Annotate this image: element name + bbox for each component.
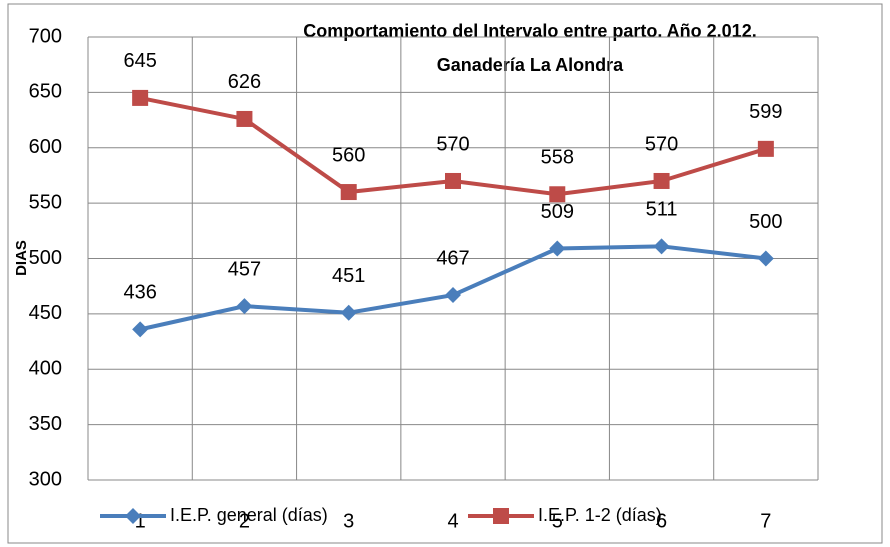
marker (757, 250, 774, 267)
marker (340, 304, 357, 321)
marker (549, 186, 566, 203)
data-label: 509 (541, 201, 574, 223)
data-label: 436 (123, 282, 156, 304)
x-tick-label: 4 (447, 510, 458, 532)
y-axis-label: DIAS (13, 240, 30, 276)
data-label: 467 (436, 247, 469, 269)
marker (132, 321, 149, 338)
data-label: 558 (541, 147, 574, 169)
y-tick-label: 400 (29, 358, 62, 380)
x-tick-label: 5 (552, 510, 563, 532)
data-label: 570 (645, 133, 678, 155)
x-tick-label: 1 (135, 510, 146, 532)
marker (549, 240, 566, 257)
marker (236, 298, 253, 315)
data-label: 451 (332, 265, 365, 287)
y-tick-label: 300 (29, 468, 62, 490)
y-tick-label: 700 (29, 25, 62, 47)
y-tick-label: 550 (29, 191, 62, 213)
marker (445, 172, 461, 189)
chart-frame (7, 3, 883, 544)
marker (125, 508, 141, 524)
chart-title: Comportamiento del Intervalo entre parto… (303, 21, 756, 41)
data-label: 511 (646, 199, 678, 221)
data-label: 599 (749, 101, 782, 123)
y-tick-label: 650 (29, 81, 62, 103)
marker (445, 287, 461, 304)
data-label: 560 (332, 144, 365, 166)
marker (493, 508, 509, 524)
marker (653, 172, 670, 189)
legend-label: I.E.P. general (días) (170, 505, 328, 525)
x-tick-label: 7 (760, 510, 771, 532)
y-tick-label: 500 (29, 247, 62, 269)
y-tick-label: 350 (29, 413, 62, 435)
x-tick-label: 3 (343, 510, 354, 532)
data-label: 626 (228, 71, 261, 93)
marker (132, 89, 149, 106)
data-label: 457 (228, 258, 261, 280)
data-label: 500 (749, 211, 782, 233)
y-tick-label: 450 (29, 302, 62, 324)
marker (653, 238, 670, 255)
marker (236, 110, 253, 127)
marker (757, 140, 774, 157)
chart-subtitle: Ganadería La Alondra (437, 55, 624, 75)
marker (340, 184, 357, 201)
legend-label: I.E.P. 1-2 (días) (538, 505, 662, 525)
data-label: 570 (436, 133, 469, 155)
x-tick-label: 2 (239, 510, 250, 532)
data-label: 645 (123, 50, 156, 72)
x-tick-label: 6 (656, 510, 667, 532)
grid (88, 36, 819, 481)
y-tick-label: 600 (29, 136, 62, 158)
